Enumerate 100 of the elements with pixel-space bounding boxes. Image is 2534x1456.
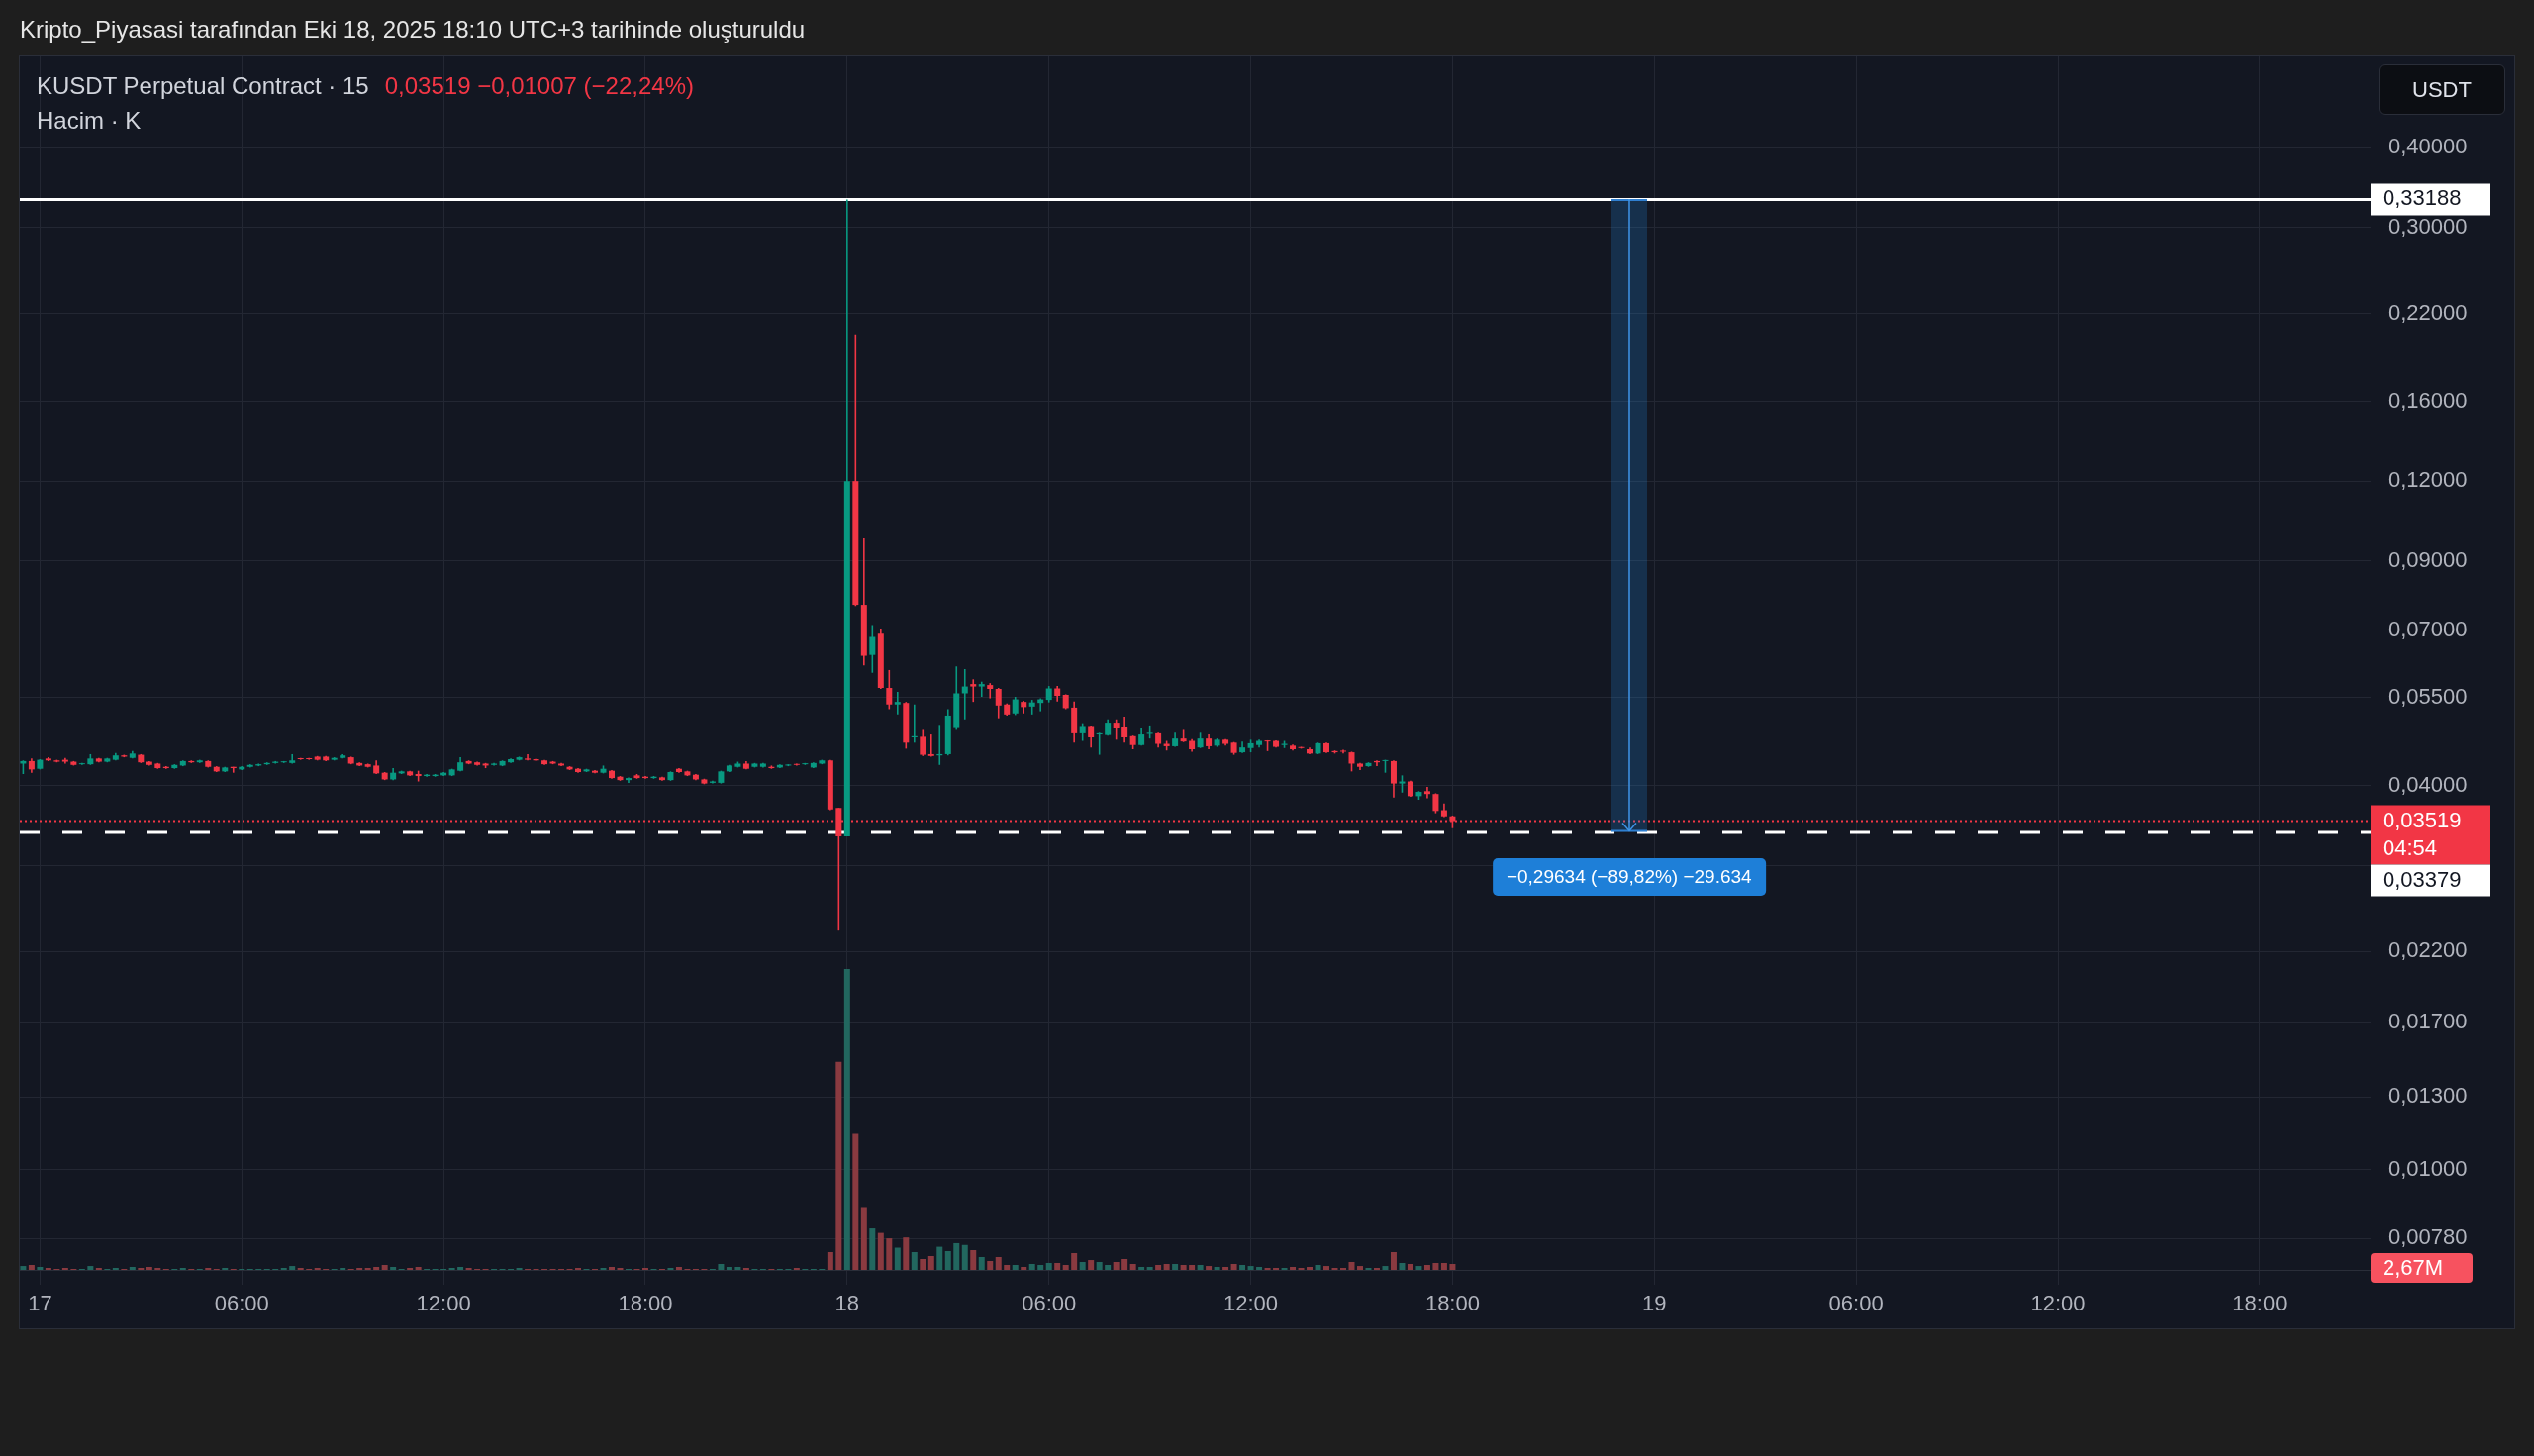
bar [1440, 1263, 1447, 1270]
y-tick-label: 0,01000 [2388, 1155, 2468, 1181]
candlestick [1423, 787, 1430, 799]
bar [944, 1251, 951, 1270]
bar [1382, 1266, 1389, 1270]
y-tick-label: 0,00780 [2388, 1224, 2468, 1250]
y-tick-label: 0,30000 [2388, 213, 2468, 239]
bar [373, 1267, 380, 1270]
text: 04:54 [2383, 834, 2438, 860]
candlestick [162, 766, 169, 769]
bar [911, 1252, 918, 1270]
y-tick-label: 0,09000 [2388, 546, 2468, 572]
candlestick [987, 683, 994, 699]
bar [1256, 1267, 1263, 1270]
bar [1138, 1267, 1145, 1270]
bar [1449, 1264, 1456, 1270]
bar [1407, 1264, 1413, 1270]
bar [1423, 1265, 1430, 1270]
ref-line-label: 0,03379 [2383, 866, 2462, 892]
bar [1230, 1264, 1237, 1270]
bar [953, 1242, 960, 1270]
bar [827, 1252, 833, 1270]
bar [903, 1237, 910, 1270]
bar [987, 1261, 994, 1270]
bar [1432, 1263, 1439, 1270]
bar [1247, 1266, 1254, 1270]
bar [146, 1267, 152, 1270]
y-tick-label: 0,05500 [2388, 683, 2468, 709]
bar [1105, 1265, 1112, 1270]
bar [1323, 1266, 1330, 1270]
bar [457, 1267, 464, 1270]
bar [87, 1266, 94, 1270]
candlestick [263, 762, 270, 765]
bar [835, 1061, 842, 1270]
bar [978, 1257, 985, 1270]
bar [1021, 1267, 1027, 1270]
x-tick-label: 12:00 [1223, 1291, 1279, 1316]
bar [843, 969, 850, 1270]
bar [415, 1267, 422, 1270]
bar [995, 1257, 1002, 1270]
y-axis-title: USDT [2379, 64, 2505, 115]
bar [927, 1256, 934, 1270]
bar [970, 1250, 977, 1270]
bar [860, 1207, 867, 1270]
bar [1045, 1263, 1052, 1270]
candlestick [978, 681, 985, 698]
bar [609, 1267, 615, 1270]
candlestick [641, 776, 648, 779]
bar [1121, 1259, 1128, 1270]
candlestick [894, 691, 901, 715]
bar [1163, 1264, 1170, 1270]
bar [1214, 1267, 1220, 1270]
bar [390, 1267, 397, 1270]
bar [1180, 1265, 1187, 1270]
bar [734, 1267, 741, 1270]
annotation: −0,29634 (−89,82%) −29.634 [1492, 857, 1766, 896]
x-tick-label: 06:00 [1022, 1291, 1077, 1316]
bar [1113, 1262, 1120, 1270]
x-tick-label: 17 [28, 1291, 52, 1316]
bar [1037, 1265, 1044, 1270]
y-tick-label: 0,01700 [2388, 1009, 2468, 1034]
bar [289, 1266, 296, 1270]
bar [894, 1247, 901, 1270]
bar [1028, 1264, 1035, 1270]
bar [1079, 1262, 1086, 1270]
bar [1390, 1252, 1397, 1270]
y-tick-label: 0,01300 [2388, 1083, 2468, 1109]
y-tick-label: 0,02200 [2388, 937, 2468, 963]
text: 0,03519 −0,01007 (−22,24%) [384, 72, 694, 99]
x-tick-label: 18 [834, 1291, 860, 1316]
text: 2,67M [2371, 1253, 2473, 1283]
x-tick-label: 12:00 [2030, 1291, 2086, 1316]
bar [852, 1133, 859, 1270]
candlestick [424, 774, 431, 777]
bar [37, 1267, 44, 1270]
bar [129, 1267, 136, 1270]
bar [1415, 1266, 1422, 1270]
bar [718, 1264, 725, 1270]
bar [1356, 1266, 1363, 1270]
text: KUSDT Perpetual Contract · 15 [37, 72, 369, 99]
ref-line-label: 0,33188 [2383, 185, 2462, 211]
x-tick-label: 19 [1642, 1291, 1667, 1316]
bar [1004, 1265, 1011, 1270]
bar [20, 1266, 27, 1270]
x-tick-label: 18:00 [618, 1291, 673, 1316]
bar [1054, 1263, 1061, 1270]
bar [961, 1244, 968, 1270]
x-tick-label: 06:00 [214, 1291, 269, 1316]
bar [1222, 1267, 1229, 1270]
bar [1206, 1266, 1213, 1270]
bar [1307, 1267, 1314, 1270]
bar [675, 1267, 682, 1270]
bar [1129, 1264, 1136, 1270]
bar [920, 1259, 926, 1270]
y-tick-label: 0,40000 [2388, 134, 2468, 159]
bar [1189, 1265, 1196, 1270]
bar [726, 1267, 732, 1270]
candlestick [970, 679, 977, 703]
y-tick-label: 0,22000 [2388, 299, 2468, 325]
bar [1088, 1260, 1095, 1270]
